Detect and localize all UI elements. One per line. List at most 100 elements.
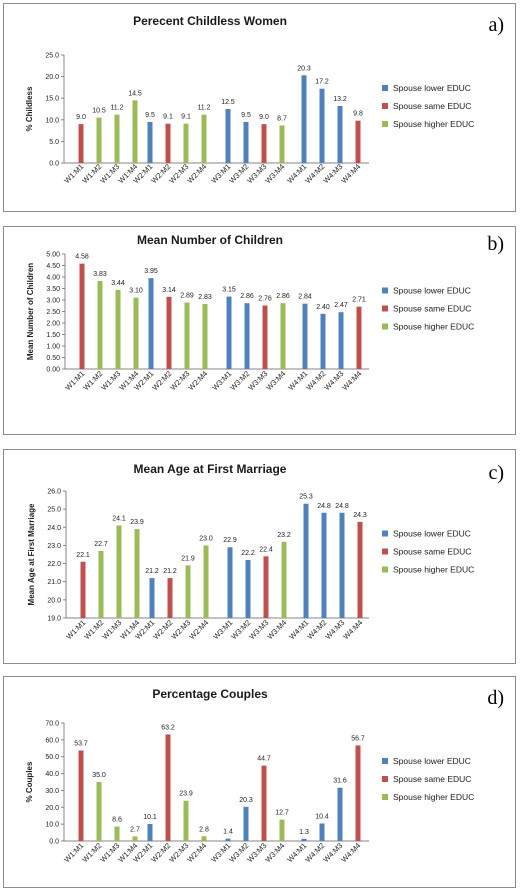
bar: [279, 125, 285, 163]
y-tick-label: 20.0: [45, 805, 59, 812]
chart-d: Percentage Couples d) 0.0 10.0 20.0 30.0 40.0 5…: [25, 687, 504, 864]
bar: [303, 503, 309, 618]
data-label: 31.6: [333, 778, 347, 785]
legend-swatch: [382, 287, 388, 294]
y-tick-label: 2.00: [46, 321, 60, 328]
y-tick-label: 4.00: [46, 275, 60, 282]
bar: [337, 787, 343, 841]
data-label: 2.83: [198, 294, 212, 301]
data-label: 9.5: [145, 112, 155, 119]
data-label: 17.2: [315, 79, 329, 86]
data-label: 24.8: [335, 503, 349, 510]
legend-item: Spouse same EDUC: [393, 774, 471, 784]
x-category-label: W3:M4: [263, 841, 286, 864]
data-label: 9.0: [76, 114, 86, 121]
x-category-label: W3:M4: [265, 618, 288, 641]
bar: [355, 745, 361, 841]
bar: [244, 303, 250, 369]
data-label: 2.7: [130, 826, 140, 833]
data-label: 2.86: [276, 293, 290, 300]
data-label: 22.2: [241, 550, 255, 557]
bar: [165, 123, 171, 163]
bar: [80, 561, 86, 618]
data-label: 2.89: [180, 293, 194, 300]
legend-swatch: [382, 103, 388, 109]
bar: [114, 826, 120, 841]
data-label: 3.10: [129, 288, 143, 295]
bar: [226, 296, 232, 369]
bar: [132, 100, 138, 163]
chart-panel-d: Percentage Couples d) 0.0 10.0 20.0 30.0 40.0 5…: [3, 676, 516, 888]
bar: [132, 836, 138, 841]
bar: [337, 105, 343, 163]
data-label: 4.58: [75, 254, 89, 261]
bar: [184, 302, 190, 369]
data-label: 9.8: [353, 111, 363, 118]
x-category-label: W4:M4: [339, 162, 362, 185]
bar: [183, 123, 189, 163]
panel-label: c): [488, 462, 504, 484]
data-label: 22.4: [259, 546, 273, 553]
y-tick-label: 70.0: [45, 721, 59, 728]
bar: [281, 541, 287, 618]
legend-swatch: [382, 758, 388, 764]
x-category-label: W2:M4: [186, 369, 209, 392]
bar: [280, 303, 286, 369]
bar: [165, 734, 171, 841]
y-axis-label: Mean Number of Children: [26, 263, 35, 360]
bar: [279, 819, 285, 841]
data-label: 22.9: [223, 537, 237, 544]
y-tick-label: 22.0: [47, 561, 61, 568]
y-tick-label: 26.0: [47, 489, 61, 496]
y-tick-label: 20.0: [47, 597, 61, 604]
y-tick-label: 3.00: [46, 298, 60, 305]
bar: [245, 559, 251, 618]
x-category-label: W2:M4: [185, 841, 208, 864]
panel-label: b): [487, 233, 504, 255]
bar: [147, 121, 153, 163]
chart-panel-a: Perecent Childless Women a) 0.0 5.0 10.0 15.0…: [3, 3, 516, 212]
bar: [98, 550, 104, 618]
data-label: 2.47: [334, 302, 348, 309]
data-label: 8.6: [112, 817, 122, 824]
data-label: 24.1: [112, 515, 126, 522]
bar: [96, 117, 102, 163]
y-tick-label: 1.00: [46, 344, 60, 351]
legend-swatch: [382, 530, 388, 537]
data-label: 3.44: [111, 280, 125, 287]
bar: [262, 305, 268, 369]
legend-item: Spouse lower EDUC: [393, 286, 471, 296]
x-category-label: W2:M4: [187, 618, 210, 641]
data-label: 9.1: [163, 114, 173, 121]
bar: [78, 750, 84, 841]
data-label: 11.2: [110, 105, 123, 112]
bar: [261, 124, 267, 163]
bar: [201, 836, 207, 841]
bar: [356, 306, 362, 369]
bar: [183, 800, 189, 841]
data-label: 9.5: [241, 112, 251, 119]
data-label: 24.3: [353, 512, 367, 519]
legend-swatch: [382, 566, 388, 573]
bar: [301, 838, 307, 841]
y-tick-label: 0.0: [49, 839, 59, 846]
panel-label: d): [487, 687, 504, 709]
y-tick-label: 5.00: [46, 252, 60, 259]
bar: [78, 124, 84, 163]
data-label: 35.0: [92, 772, 106, 779]
bar: [321, 512, 327, 618]
data-label: 20.3: [297, 65, 311, 72]
chart-b: Mean Number of Children b) 0.00 0.50 1.00 1.5…: [26, 233, 504, 392]
data-label: 10.5: [92, 108, 106, 115]
data-label: 3.95: [144, 268, 158, 275]
bar: [355, 120, 361, 163]
bar: [302, 303, 308, 369]
data-label: 12.5: [221, 99, 235, 106]
bar: [301, 75, 307, 163]
data-label: 63.2: [161, 724, 175, 731]
bar: [147, 823, 153, 841]
chart-title: Mean Number of Children: [137, 233, 283, 247]
y-tick-label: 10.0: [45, 822, 59, 829]
bar: [320, 313, 326, 369]
y-tick-label: 20.0: [45, 74, 59, 81]
